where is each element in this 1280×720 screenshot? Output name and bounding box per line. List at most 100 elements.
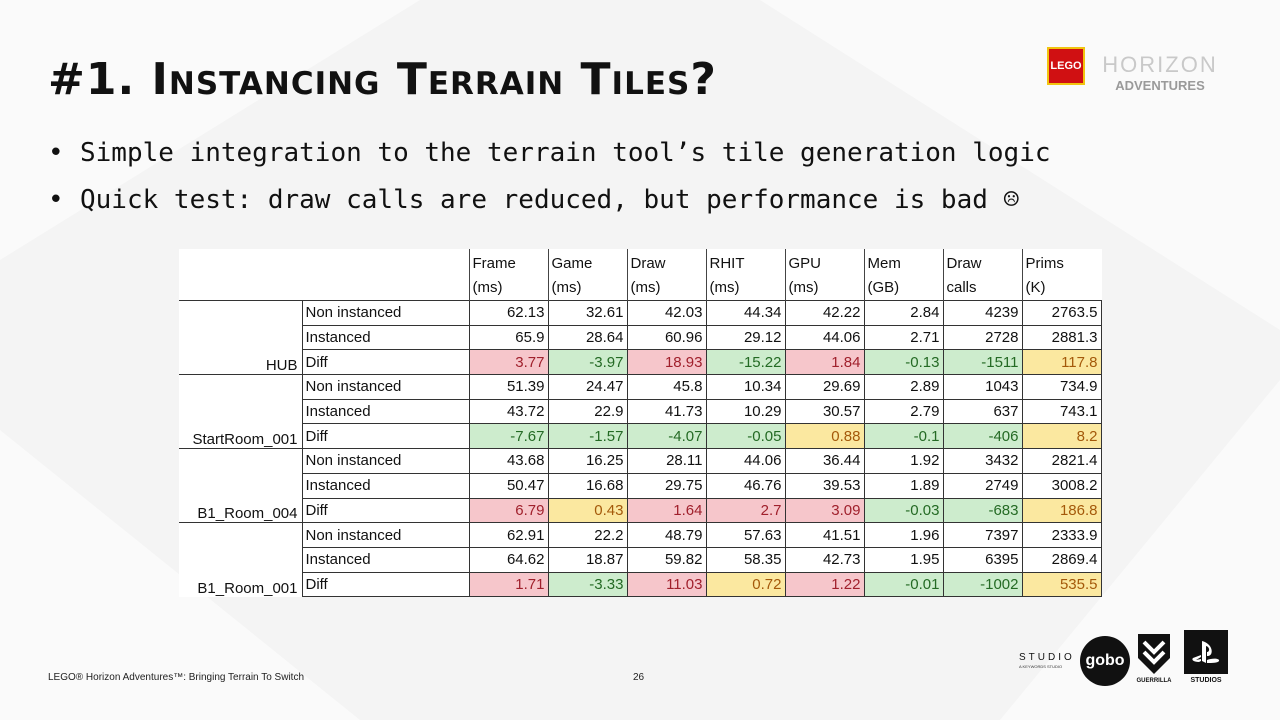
table-cell: 22.9 bbox=[547, 398, 628, 425]
table-cell: 32.61 bbox=[547, 300, 628, 326]
table-cell: 117.8 bbox=[1021, 349, 1102, 376]
guerrilla-logo: GUERRILLA bbox=[1136, 630, 1172, 690]
table-cell: 2.71 bbox=[863, 324, 944, 351]
row-label: Instanced bbox=[301, 472, 470, 499]
row-label: Diff bbox=[301, 349, 470, 376]
column-header-line1: Draw bbox=[630, 255, 666, 272]
table-cell: 44.06 bbox=[784, 324, 865, 351]
table-cell: 2749 bbox=[942, 472, 1023, 499]
column-header-line2: (GB) bbox=[867, 279, 900, 296]
studio-logo-text: STUDIO bbox=[1019, 652, 1075, 663]
column-header: Draw calls bbox=[942, 249, 1022, 301]
table-cell: 43.72 bbox=[468, 398, 549, 425]
table-cell: 2821.4 bbox=[1021, 448, 1102, 474]
table-cell: 1.71 bbox=[468, 571, 549, 598]
table-cell: 2.79 bbox=[863, 398, 944, 425]
table-cell: 48.79 bbox=[626, 522, 707, 548]
row-label: Diff bbox=[301, 497, 470, 524]
table-cell: 1043 bbox=[942, 374, 1023, 400]
playstation-icon bbox=[1184, 630, 1228, 674]
bullet-dot: • bbox=[48, 138, 64, 168]
table-cell: 62.91 bbox=[468, 522, 549, 548]
table-row: Diff 6.79 0.43 1.64 2.7 3.09 -0.03 -683 186.8 bbox=[179, 497, 1102, 524]
table-cell: 29.75 bbox=[626, 472, 707, 499]
table-cell: -3.97 bbox=[547, 349, 628, 376]
table-cell: 58.35 bbox=[705, 546, 786, 573]
group-label: B1_Room_001 bbox=[179, 522, 302, 597]
table-cell: -0.01 bbox=[863, 571, 944, 598]
group-label: HUB bbox=[179, 299, 302, 375]
table-cell: 4239 bbox=[942, 300, 1023, 326]
table-cell: 44.06 bbox=[705, 448, 786, 474]
table-cell: -683 bbox=[942, 497, 1023, 524]
table-cell: 51.39 bbox=[468, 374, 549, 400]
table-cell: 2.89 bbox=[863, 374, 944, 400]
table-cell: 8.2 bbox=[1021, 423, 1102, 450]
table-row: Instanced 50.47 16.68 29.75 46.76 39.53 1.89 27… bbox=[179, 472, 1102, 499]
row-label: Diff bbox=[301, 571, 470, 598]
column-header-line2: (ms) bbox=[788, 279, 819, 296]
group-label: B1_Room_004 bbox=[179, 448, 302, 523]
row-label: Non instanced bbox=[301, 300, 470, 326]
column-header-line1: Mem bbox=[867, 255, 901, 272]
table-row: B1_Room_001 Non instanced 62.91 22.2 48.79 57… bbox=[179, 522, 1102, 597]
table-cell: 60.96 bbox=[626, 324, 707, 351]
header-blank bbox=[179, 249, 302, 301]
table-cell: 16.25 bbox=[547, 448, 628, 474]
table-row: B1_Room_004 Non instanced 43.68 16.25 28.11 4… bbox=[179, 448, 1102, 523]
footer-text: LEGO® Horizon Adventures™: Bringing Terr… bbox=[48, 672, 305, 683]
table-cell: 42.73 bbox=[784, 546, 865, 573]
lego-logo: LEGO bbox=[1047, 47, 1085, 85]
column-header-line2: (ms) bbox=[630, 279, 661, 296]
table-cell: 0.88 bbox=[784, 423, 865, 450]
bullet-item: • Quick test: draw calls are reduced, but… bbox=[48, 185, 1051, 232]
table-row: Instanced 65.9 28.64 60.96 29.12 44.06 2.71 272… bbox=[179, 324, 1102, 351]
studio-logos: STUDIO A KEYWORDS STUDIO gobo GUERRILLA … bbox=[1016, 630, 1236, 690]
table-cell: 1.95 bbox=[863, 546, 944, 573]
table-row: StartRoom_001 Non instanced 51.39 24.47 45.8… bbox=[179, 374, 1102, 449]
table-row: Diff -7.67 -1.57 -4.07 -0.05 0.88 -0.1 -406 8.2 bbox=[179, 423, 1102, 450]
column-header-line2: (K) bbox=[1025, 279, 1046, 296]
column-header: Game (ms) bbox=[547, 249, 627, 301]
table-cell: 7397 bbox=[942, 522, 1023, 548]
table-cell: 59.82 bbox=[626, 546, 707, 573]
row-label: Non instanced bbox=[301, 448, 470, 474]
column-header: RHIT (ms) bbox=[705, 249, 785, 301]
table-cell: 3008.2 bbox=[1021, 472, 1102, 499]
table-cell: 22.2 bbox=[547, 522, 628, 548]
table-cell: 3.09 bbox=[784, 497, 865, 524]
row-label: Diff bbox=[301, 423, 470, 450]
bullet-list: • Simple integration to the terrain tool’… bbox=[48, 138, 1051, 232]
row-label: Non instanced bbox=[301, 374, 470, 400]
row-label: Non instanced bbox=[301, 522, 470, 548]
table-cell: 1.92 bbox=[863, 448, 944, 474]
table-cell: -1511 bbox=[942, 349, 1023, 376]
table-body: HUB Non instanced 62.13 32.61 42.03 44.34 42.2… bbox=[179, 299, 1102, 598]
table-cell: -406 bbox=[942, 423, 1023, 450]
table-cell: 2881.3 bbox=[1021, 324, 1102, 351]
group-label: StartRoom_001 bbox=[179, 374, 302, 449]
table-cell: 10.34 bbox=[705, 374, 786, 400]
table-cell: 39.53 bbox=[784, 472, 865, 499]
table-cell: 57.63 bbox=[705, 522, 786, 548]
page-number: 26 bbox=[633, 672, 645, 683]
column-header-line2: (ms) bbox=[551, 279, 582, 296]
slide-title: #1. Instancing Terrain Tiles? bbox=[48, 54, 717, 105]
table-cell: 11.03 bbox=[626, 571, 707, 598]
table-cell: 42.03 bbox=[626, 300, 707, 326]
column-header-line1: Game bbox=[551, 255, 593, 272]
table-cell: 3432 bbox=[942, 448, 1023, 474]
column-header: Frame (ms) bbox=[468, 249, 548, 301]
table-cell: 44.34 bbox=[705, 300, 786, 326]
table-cell: 30.57 bbox=[784, 398, 865, 425]
column-header-line1: Draw bbox=[946, 255, 982, 272]
performance-table: Frame (ms) Game (ms) Draw (ms) RHIT (ms) GPU… bbox=[179, 249, 1102, 598]
table-cell: -1.57 bbox=[547, 423, 628, 450]
table-row: Instanced 43.72 22.9 41.73 10.29 30.57 2.79 637… bbox=[179, 398, 1102, 425]
table-cell: 6395 bbox=[942, 546, 1023, 573]
column-header-line2: (ms) bbox=[472, 279, 503, 296]
column-header-line2: (ms) bbox=[709, 279, 740, 296]
column-header: GPU (ms) bbox=[784, 249, 864, 301]
horizon-logo-text: HORIZON bbox=[1102, 52, 1218, 77]
table-cell: 1.22 bbox=[784, 571, 865, 598]
